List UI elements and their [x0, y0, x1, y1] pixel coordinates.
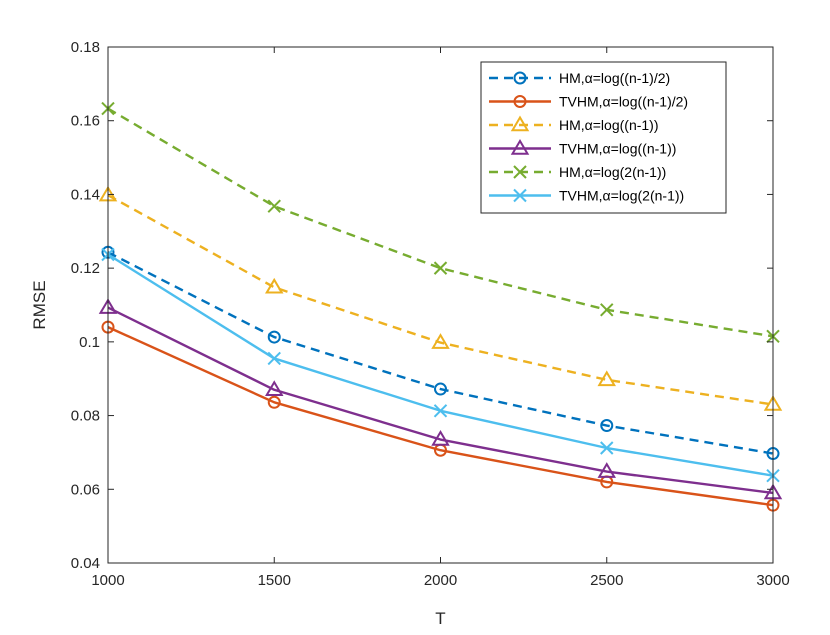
y-tick-label: 0.08 — [71, 408, 100, 425]
series-line — [107, 107, 774, 338]
data-point — [265, 277, 284, 294]
legend-item: TVHM,α=log((n-1)/2) — [489, 94, 688, 110]
data-point — [433, 404, 448, 418]
series-line — [107, 326, 774, 507]
data-point — [434, 382, 447, 396]
data-point — [431, 333, 450, 349]
series-line — [107, 194, 774, 406]
legend-label: HM,α=log((n-1)) — [559, 117, 659, 133]
x-tick-label: 3000 — [756, 572, 789, 589]
x-tick-label: 2500 — [590, 572, 623, 589]
data-point — [433, 261, 448, 275]
legend-item: TVHM,α=log(2(n-1)) — [489, 188, 684, 204]
y-tick-label: 0.16 — [71, 113, 100, 130]
series-line — [107, 251, 774, 455]
legend-box — [480, 61, 727, 214]
x-axis-label: T — [435, 609, 445, 628]
axes: 1000 1500 2000 2500 3000 0.04 0.06 0.08 0.1 0.12 0… — [71, 39, 790, 589]
y-tick-label: 0.06 — [71, 481, 100, 498]
x-tick-label: 1500 — [258, 572, 291, 589]
y-tick-label: 0.1 — [79, 334, 100, 351]
series-5 — [101, 247, 780, 483]
legend-label: HM,α=log(2(n-1)) — [559, 164, 666, 180]
legend-marker — [513, 71, 527, 85]
legend-item: HM,α=log((n-1)) — [489, 115, 659, 133]
data-point — [267, 395, 281, 409]
data-point — [597, 370, 616, 387]
data-point — [267, 330, 281, 344]
y-tick-label: 0.18 — [71, 39, 100, 56]
legend: HM,α=log((n-1)/2) TVHM,α=log((n-1)/2) HM,α… — [480, 61, 727, 214]
legend-item: TVHM,α=log((n-1)) — [489, 139, 676, 157]
data-point — [431, 430, 450, 446]
x-tick-label: 1000 — [91, 572, 124, 589]
legend-marker — [510, 139, 530, 155]
series-line — [107, 306, 774, 495]
legend-label: HM,α=log((n-1)/2) — [559, 70, 670, 86]
legend-label: TVHM,α=log((n-1)) — [559, 141, 676, 157]
y-tick-label: 0.14 — [71, 186, 100, 203]
legend-marker — [510, 115, 530, 132]
data-point — [600, 303, 614, 317]
legend-item: HM,α=log(2(n-1)) — [489, 164, 666, 180]
data-point — [600, 441, 614, 455]
x-tick-label: 2000 — [424, 572, 457, 589]
data-point — [597, 462, 616, 478]
y-tick-label: 0.04 — [71, 555, 100, 572]
legend-item: HM,α=log((n-1)/2) — [489, 70, 670, 86]
legend-marker — [513, 165, 527, 179]
data-point — [267, 199, 281, 213]
y-tick-label: 0.12 — [71, 260, 100, 277]
legend-label: TVHM,α=log((n-1)/2) — [559, 94, 688, 110]
y-axis-label: RMSE — [30, 280, 49, 329]
legend-label: TVHM,α=log(2(n-1)) — [559, 188, 684, 204]
data-point — [267, 351, 281, 366]
legend-marker — [513, 95, 527, 108]
series-3 — [98, 298, 783, 500]
legend-marker — [513, 188, 527, 203]
data-point — [600, 419, 614, 433]
data-point — [265, 380, 284, 397]
